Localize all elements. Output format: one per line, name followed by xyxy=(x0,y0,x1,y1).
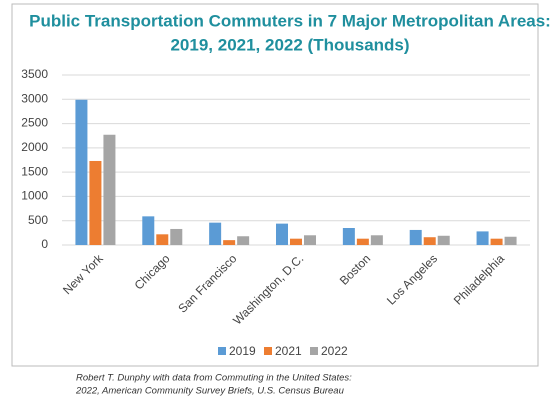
bar xyxy=(170,228,183,245)
bar xyxy=(103,134,116,245)
y-tick-label: 2500 xyxy=(21,116,48,130)
bar xyxy=(276,223,288,245)
y-tick-label: 500 xyxy=(28,213,48,227)
bar xyxy=(304,235,316,245)
y-tick-label: 0 xyxy=(41,237,48,251)
x-tick-label: Chicago xyxy=(132,251,173,292)
bar xyxy=(237,236,250,245)
y-tick-label: 3500 xyxy=(21,67,48,81)
x-tick-label: Washington, D.C. xyxy=(230,251,306,327)
bar xyxy=(75,99,88,246)
bar xyxy=(156,234,169,245)
legend-swatch xyxy=(310,347,318,355)
legend-label: 2019 xyxy=(229,344,256,358)
y-tick-label: 1000 xyxy=(21,189,48,203)
chart-title: 2019, 2021, 2022 (Thousands) xyxy=(170,35,409,54)
bar xyxy=(342,228,355,245)
y-tick-label: 3000 xyxy=(21,91,48,105)
source-note: Robert T. Dunphy with data from Commutin… xyxy=(76,373,352,384)
legend-label: 2021 xyxy=(275,344,302,358)
bar xyxy=(490,238,503,245)
y-tick-label: 1500 xyxy=(21,164,48,178)
bar xyxy=(142,216,155,245)
x-tick-label: Los Angeles xyxy=(384,251,440,307)
legend-swatch xyxy=(264,347,272,355)
bar xyxy=(89,160,102,245)
legend-label: 2022 xyxy=(321,344,348,358)
x-tick-label: Boston xyxy=(337,251,373,287)
x-tick-label: New York xyxy=(60,251,106,297)
source-note: 2022, American Community Survey Briefs, … xyxy=(75,386,345,397)
bar xyxy=(290,238,302,245)
x-tick-label: Philadelphia xyxy=(451,251,507,307)
bar xyxy=(223,240,236,245)
legend-swatch xyxy=(218,347,226,355)
x-tick-label: San Francisco xyxy=(175,251,239,315)
bar xyxy=(370,235,383,245)
bar xyxy=(209,222,222,245)
bar xyxy=(409,229,422,245)
y-tick-label: 2000 xyxy=(21,140,48,154)
bar xyxy=(437,235,450,245)
chart-frame xyxy=(11,3,539,367)
bar xyxy=(504,236,517,245)
bar xyxy=(356,238,369,245)
bar xyxy=(423,237,436,245)
chart-title: Public Transportation Commuters in 7 Maj… xyxy=(29,11,550,30)
bar xyxy=(476,231,489,245)
